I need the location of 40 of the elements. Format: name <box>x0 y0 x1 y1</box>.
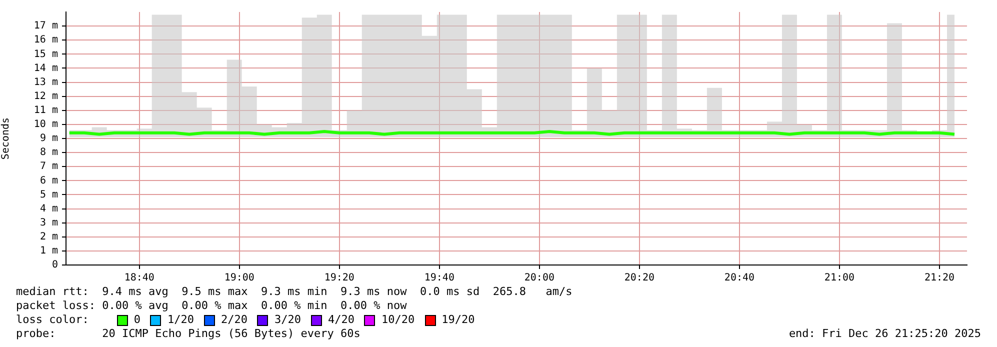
x-tick-label: 19:20 <box>324 272 354 284</box>
y-tick-label: 15 m <box>34 48 58 60</box>
y-tick-label: 7 m <box>40 161 58 172</box>
y-tick-label: 10 m <box>34 119 58 130</box>
y-tick-label: 14 m <box>34 62 58 74</box>
x-tick-label: 21:20 <box>924 272 955 284</box>
y-tick-label: 13 m <box>34 76 58 88</box>
legend-title: loss color: <box>16 313 89 327</box>
x-tick-label: 19:40 <box>424 272 454 284</box>
legend-label: 0 <box>134 313 140 327</box>
x-tick-label: 20:20 <box>624 272 654 284</box>
legend-label: 10/20 <box>381 313 415 327</box>
y-tick-label: 12 m <box>34 90 58 102</box>
y-tick-label: 4 m <box>40 203 58 214</box>
x-tick-label: 19:00 <box>224 272 254 284</box>
text: packet loss: 0.00 % avg 0.00 % max 0.00 % min 0.00 % now <box>16 299 408 313</box>
legend-label: 1/20 <box>167 313 194 327</box>
x-tick-label: 21:00 <box>824 272 855 284</box>
x-tick-label: 20:40 <box>724 272 755 284</box>
y-tick-label: 2 m <box>40 231 58 242</box>
y-axis-title: Seconds <box>0 117 12 160</box>
y-tick-label: 0 <box>52 260 58 271</box>
x-tick-label: 18:40 <box>124 272 154 284</box>
y-tick-label: 6 m <box>40 175 58 186</box>
y-tick-label: 1 m <box>40 246 58 257</box>
y-tick-label: 9 m <box>40 133 58 144</box>
y-tick-label: 3 m <box>40 217 58 228</box>
legend-label: 4/20 <box>328 313 354 327</box>
text: median rtt: 9.4 ms avg 9.5 ms max 9.3 ms min 9.3 ms now 0.0 ms sd 265.8 am/s <box>16 285 574 299</box>
y-tick-label: 17 m <box>34 20 58 32</box>
text: probe: 20 ICMP Echo Pings (56 Bytes) every 60s <box>16 327 360 341</box>
x-tick-label: 20:00 <box>524 272 554 284</box>
y-tick-label: 16 m <box>34 34 58 46</box>
legend-label: 3/20 <box>274 313 301 327</box>
y-tick-label: 5 m <box>40 189 58 200</box>
text: end: Fri Dec 26 21:25:20 2025 <box>788 327 981 341</box>
y-tick-label: 8 m <box>40 147 58 158</box>
y-tick-label: 11 m <box>34 104 58 116</box>
legend-label: 19/20 <box>442 313 475 327</box>
legend-label: 2/20 <box>220 313 248 327</box>
